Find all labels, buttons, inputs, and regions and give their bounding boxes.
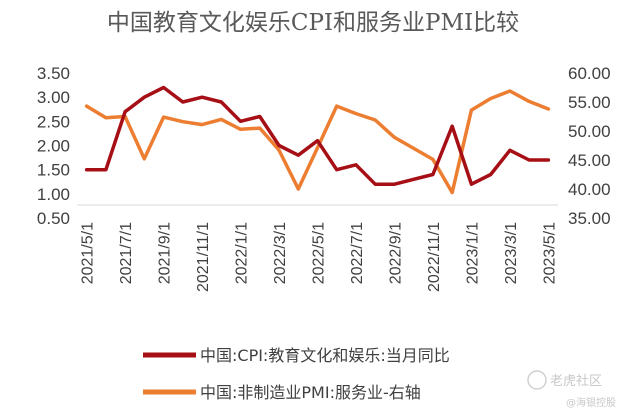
paw-icon: [527, 370, 547, 390]
x-tick-label: 2023/1/1: [464, 222, 481, 284]
plot-area: [84, 85, 551, 195]
left-tick-label: 0.50: [37, 209, 70, 228]
left-axis: 3.50 3.00 2.50 2.00 1.50 1.00 0.50: [37, 64, 70, 228]
x-axis: 2021/5/1 2021/7/1 2021/9/1 2021/11/1 2022/1/…: [80, 222, 559, 292]
x-tick-label: 2021/7/1: [118, 222, 135, 284]
x-tick-label: 2022/7/1: [349, 222, 366, 284]
chart-title: 中国教育文化娱乐CPI和服务业PMI比较: [107, 10, 519, 36]
legend: 中国:CPI:教育文化和娱乐:当月同比 中国:非制造业PMI:服务业-右轴: [143, 346, 450, 402]
x-tick-label: 2022/5/1: [311, 222, 328, 284]
x-tick-label: 2021/11/1: [195, 222, 212, 292]
right-tick-label: 55.00: [568, 93, 611, 112]
watermark-sub: @海银控股: [566, 396, 616, 409]
right-tick-label: 40.00: [568, 180, 611, 199]
right-tick-label: 50.00: [568, 122, 611, 141]
x-tick-label: 2022/9/1: [387, 222, 404, 284]
x-tick-label: 2023/5/1: [541, 222, 558, 284]
right-tick-label: 45.00: [568, 151, 611, 170]
x-tick-label: 2022/11/1: [426, 222, 443, 292]
legend-label-cpi: 中国:CPI:教育文化和娱乐:当月同比: [200, 346, 450, 365]
watermark: 老虎社区 @海银控股: [527, 370, 616, 409]
left-tick-label: 1.00: [37, 185, 70, 204]
x-tick-label: 2021/5/1: [80, 222, 97, 284]
legend-label-pmi: 中国:非制造业PMI:服务业-右轴: [200, 383, 421, 402]
left-tick-label: 2.00: [37, 137, 70, 156]
x-tick-label: 2023/3/1: [503, 222, 520, 284]
x-tick-label: 2022/1/1: [234, 222, 251, 284]
legend-item-cpi: 中国:CPI:教育文化和娱乐:当月同比: [143, 346, 450, 365]
left-tick-label: 1.50: [37, 161, 70, 180]
right-tick-label: 60.00: [568, 64, 611, 83]
left-tick-label: 2.50: [37, 112, 70, 131]
left-tick-label: 3.00: [37, 88, 70, 107]
left-tick-label: 3.50: [37, 64, 70, 83]
right-axis: 60.00 55.00 50.00 45.00 40.00 35.00: [568, 64, 611, 228]
right-tick-label: 35.00: [568, 209, 611, 228]
x-tick-label: 2021/9/1: [157, 222, 174, 284]
x-tick-label: 2022/3/1: [272, 222, 289, 284]
watermark-text: 老虎社区: [550, 373, 602, 389]
series-line-pmi: [84, 89, 551, 195]
legend-item-pmi: 中国:非制造业PMI:服务业-右轴: [143, 383, 421, 402]
series-line-cpi: [84, 85, 551, 186]
